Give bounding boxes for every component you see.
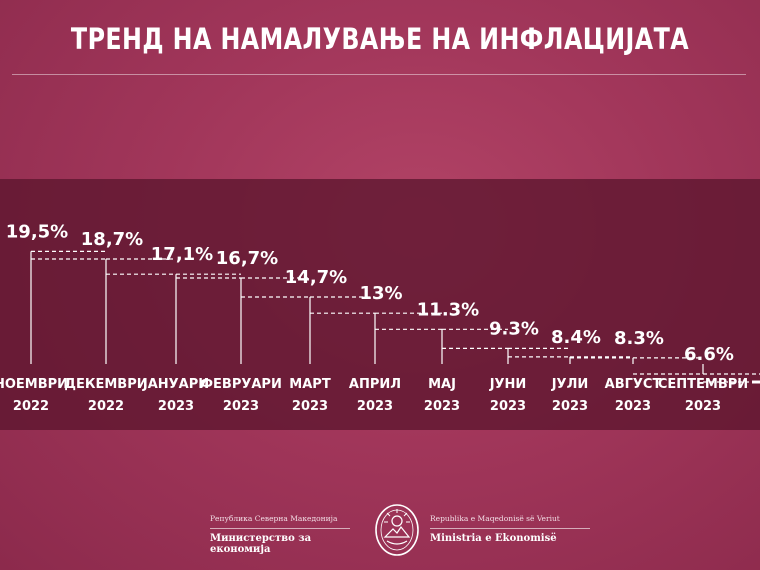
year-label: 2023	[490, 399, 526, 414]
page-title: ТРЕНД НА НАМАЛУВАЊЕ НА ИНФЛАЦИЈАТА	[70, 22, 690, 56]
year-label: 2023	[292, 399, 328, 414]
month-label: СЕПТЕМВРИ	[658, 377, 748, 392]
data-label: 6.6%	[684, 344, 734, 365]
inflation-trend-chart: 19,5% НОЕМВРИ 2022 18,7% ДЕКЕМВРИ 2022 17,1% ЈА…	[0, 221, 760, 414]
month-label: ЈУЛИ	[551, 377, 589, 392]
ministry-name-sq: Ministria e Ekonomisë	[430, 528, 590, 544]
data-label: 17,1%	[151, 244, 213, 265]
data-label: 11.3%	[417, 299, 479, 320]
month-label: ФЕВРУАРИ	[200, 377, 282, 392]
year-label: 2023	[685, 399, 721, 414]
country-name-sq: Republika e Maqedonisë së Veriut	[430, 514, 560, 523]
month-label: ЈУНИ	[489, 377, 527, 392]
year-label: 2022	[13, 399, 49, 414]
state-emblem-icon	[375, 504, 419, 556]
month-label: МАРТ	[289, 377, 331, 392]
title-divider	[12, 74, 746, 75]
ministry-label-mk: Република Северна Македонија Министерств…	[210, 514, 350, 555]
month-label: НОЕМВРИ	[0, 377, 68, 392]
year-label: 2022	[88, 399, 124, 414]
data-label: 8.4%	[551, 327, 601, 348]
chart-band	[0, 179, 760, 430]
ministry-label-sq: Republika e Maqedonisë së Veriut Ministr…	[430, 514, 590, 544]
month-label: ЈАНУАРИ	[142, 377, 209, 392]
footer: Република Северна Македонија Министерств…	[0, 500, 760, 570]
data-label: 9.3%	[489, 318, 539, 339]
data-label: 13%	[359, 283, 402, 304]
month-label: МАЈ	[428, 377, 456, 392]
data-label: 18,7%	[81, 229, 143, 250]
year-label: 2023	[424, 399, 460, 414]
data-label: 16,7%	[216, 248, 278, 269]
data-label: 8.3%	[614, 328, 664, 349]
month-label: ДЕКЕМВРИ	[64, 377, 147, 392]
data-label: 14,7%	[285, 267, 347, 288]
year-label: 2023	[552, 399, 588, 414]
year-label: 2023	[615, 399, 651, 414]
ministry-name-mk: Министерство за економија	[210, 528, 350, 555]
year-label: 2023	[223, 399, 259, 414]
data-label: 19,5%	[6, 221, 68, 242]
year-label: 2023	[357, 399, 393, 414]
month-label: АВГУСТ	[605, 377, 662, 392]
year-label: 2023	[158, 399, 194, 414]
country-name-mk: Република Северна Македонија	[210, 514, 338, 523]
month-label: АПРИЛ	[349, 377, 401, 392]
